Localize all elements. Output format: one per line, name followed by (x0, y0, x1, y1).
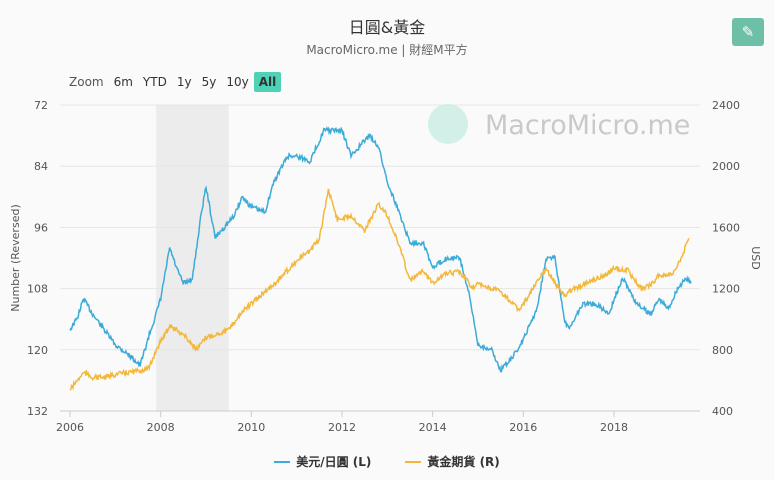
series-line-0 (69, 126, 692, 373)
range-5y-button[interactable]: 5y (201, 75, 217, 89)
left-tick-label: 72 (34, 99, 48, 112)
legend-label: 美元/日圓 (L) (296, 455, 372, 469)
legend-label: 黃金期貨 (R) (427, 455, 500, 469)
legend-item-gold[interactable]: 黃金期貨 (R) (405, 453, 500, 470)
chart-title: 日圓&黃金 (348, 18, 426, 37)
x-tick-label: 2016 (509, 421, 537, 434)
x-tick-label: 2010 (237, 421, 265, 434)
range-10y-button[interactable]: 10y (226, 75, 249, 89)
left-tick-label: 120 (27, 344, 48, 357)
watermark: MacroMicro.me (485, 110, 690, 141)
range-ytd-button[interactable]: YTD (142, 75, 167, 89)
legend-swatch (274, 460, 291, 463)
x-tick-label: 2012 (328, 421, 356, 434)
left-tick-label: 108 (27, 283, 48, 296)
range-1y-button[interactable]: 1y (176, 75, 192, 89)
right-tick-label: 1600 (712, 221, 740, 234)
pencil-icon: ✎ (741, 23, 755, 41)
range-all-button[interactable]: All (253, 72, 282, 92)
right-tick-label: 1200 (712, 283, 740, 296)
right-tick-label: 2400 (712, 99, 740, 112)
range-selector: Zoom 6m YTD 1y 5y 10y All (64, 72, 282, 92)
x-tick-label: 2018 (600, 421, 628, 434)
chart-subtitle: MacroMicro.me | 財經M平方 (306, 43, 468, 57)
plot-area: 72 84 96 108 120 132 400 800 1200 1600 2000 2400 200… (9, 99, 762, 434)
right-tick-label: 400 (712, 405, 733, 418)
left-axis-title: Number (Reversed) (9, 204, 22, 311)
x-tick-label: 2008 (147, 421, 175, 434)
series-line-1 (69, 188, 690, 391)
legend: 美元/日圓 (L) 黃金期貨 (R) (0, 453, 774, 470)
x-tick-label: 2006 (56, 421, 84, 434)
left-tick-label: 132 (27, 405, 48, 418)
zoom-label: Zoom (69, 75, 104, 89)
left-tick-label: 84 (34, 160, 48, 173)
x-tick-label: 2014 (419, 421, 447, 434)
edit-button[interactable]: ✎ (732, 18, 764, 46)
right-axis-title: USD (749, 246, 762, 270)
watermark-logo (428, 104, 468, 144)
legend-swatch (405, 460, 422, 463)
right-tick-label: 800 (712, 344, 733, 357)
left-tick-label: 96 (34, 221, 48, 234)
legend-item-usdjpy[interactable]: 美元/日圓 (L) (274, 453, 371, 470)
range-6m-button[interactable]: 6m (113, 75, 133, 89)
right-tick-label: 2000 (712, 160, 740, 173)
